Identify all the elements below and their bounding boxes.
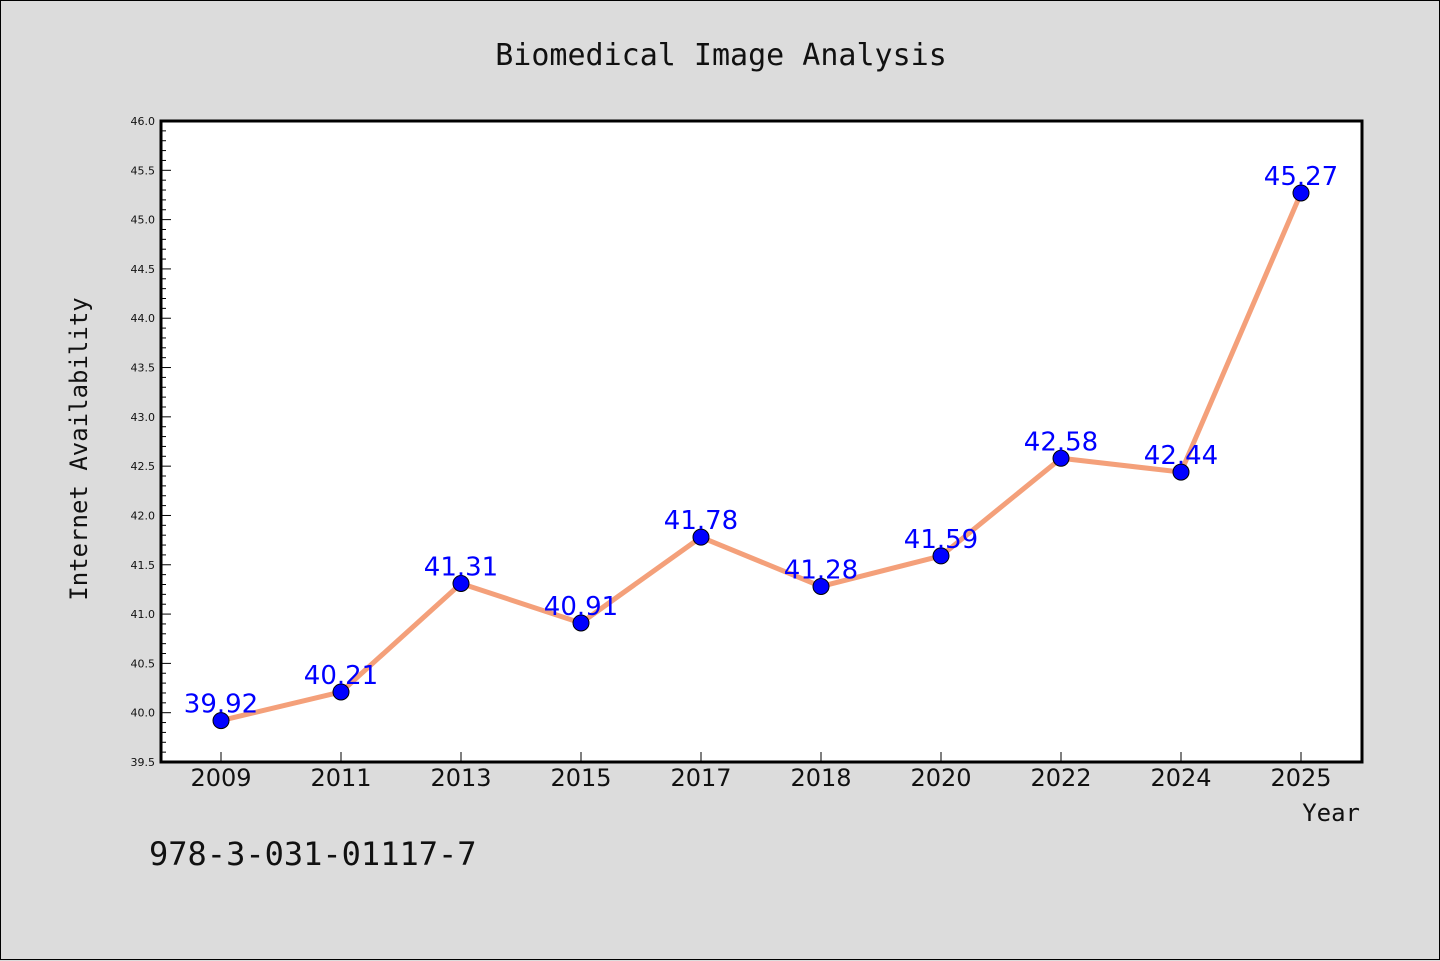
x-tick-label: 2025: [1270, 764, 1331, 792]
data-label: 41.59: [904, 525, 978, 555]
series-layer: [212, 184, 1310, 730]
x-tick-label: 2022: [1030, 764, 1091, 792]
y-tick-label: 43.0: [131, 411, 156, 424]
data-point: [812, 577, 830, 595]
y-axis-title: Internet Availability: [65, 297, 93, 600]
y-tick-label: 40.0: [131, 707, 156, 720]
y-tick-label: 46.0: [131, 115, 156, 128]
chart-title: Biomedical Image Analysis: [495, 38, 947, 73]
y-tick-label: 42.5: [131, 460, 156, 473]
y-tick-label: 39.5: [131, 756, 156, 769]
x-tick-label: 2020: [910, 764, 971, 792]
x-axis: 2009 2011 2013 2015 2017 2018 2020 2022 2024 2025: [190, 752, 1332, 792]
data-label: 39.92: [184, 690, 258, 720]
data-label: 40.21: [304, 661, 378, 691]
plot-area: [159, 119, 1364, 764]
y-tick-label: 44.0: [131, 312, 156, 325]
data-label: 41.31: [424, 553, 498, 583]
data-point: [932, 547, 950, 565]
y-axis: 39.5 40.0 40.5 41.0 41.5 42.0 42.5 43.0 43.5 44.0…: [131, 115, 171, 769]
data-point: [212, 712, 230, 730]
data-label: 41.28: [784, 555, 858, 585]
data-label: 40.91: [544, 592, 618, 622]
x-axis-title: Year: [1302, 799, 1360, 827]
x-tick-label: 2024: [1150, 764, 1211, 792]
x-tick-label: 2015: [550, 764, 611, 792]
y-tick-label: 41.5: [131, 559, 156, 572]
y-tick-label: 42.0: [131, 509, 156, 522]
x-tick-label: 2011: [310, 764, 371, 792]
data-label: 45.27: [1264, 162, 1338, 192]
data-point: [1292, 184, 1310, 202]
y-tick-label: 45.0: [131, 214, 156, 227]
data-point: [1052, 449, 1070, 467]
x-tick-label: 2013: [430, 764, 491, 792]
y-tick-label: 40.5: [131, 657, 156, 670]
y-tick-label: 43.5: [131, 362, 156, 375]
data-point: [1172, 463, 1190, 481]
x-tick-label: 2017: [670, 764, 731, 792]
data-label: 42.58: [1024, 427, 1098, 457]
x-tick-label: 2018: [790, 764, 851, 792]
series-line: [218, 190, 1304, 724]
y-tick-label: 41.0: [131, 608, 156, 621]
x-tick-label: 2009: [190, 764, 251, 792]
y-tick-label: 44.5: [131, 263, 156, 276]
y-tick-label: 45.5: [131, 164, 156, 177]
data-point: [332, 683, 350, 701]
footer-text: 978-3-031-01117-7: [149, 835, 477, 873]
data-point: [572, 614, 590, 632]
data-label: 41.78: [664, 506, 738, 536]
data-label-layer: 39.92 40.21 41.31 40.91 41.78 41.28 41.59 42.58…: [184, 162, 1338, 720]
data-label: 42.44: [1144, 441, 1218, 471]
data-point: [692, 528, 710, 546]
data-point: [452, 575, 470, 593]
